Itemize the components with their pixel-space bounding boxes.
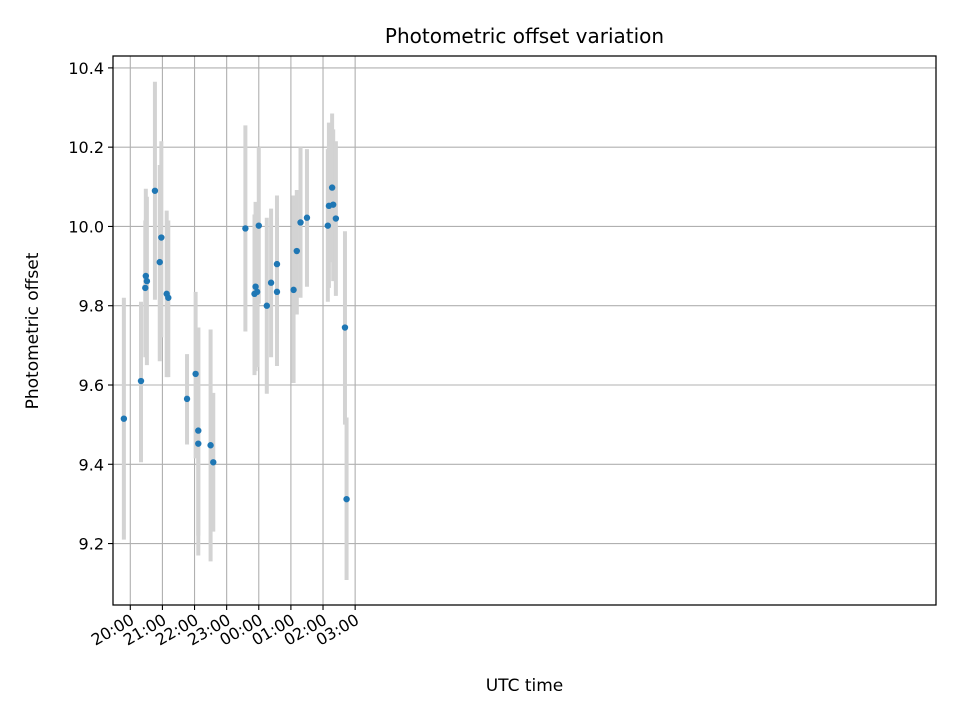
data-point (192, 370, 199, 378)
plot-area-frame (112, 55, 937, 606)
data-point (267, 279, 275, 286)
data-point (142, 284, 149, 292)
data-point (329, 201, 337, 208)
data-point (324, 222, 332, 229)
data-point (195, 440, 202, 447)
data-point (273, 260, 281, 268)
data-point (142, 272, 150, 280)
data-point (151, 187, 159, 194)
data-point (156, 258, 163, 266)
data-point (252, 283, 259, 290)
data-point (207, 442, 214, 449)
data-point (120, 415, 128, 422)
data-point (332, 215, 340, 222)
point-layer (120, 184, 350, 503)
y-tick-label: 9.2 (79, 535, 104, 554)
y-tick-label: 10.0 (68, 217, 104, 236)
data-point (255, 222, 262, 229)
data-point (137, 377, 145, 385)
data-point (158, 234, 165, 241)
y-tick-label: 10.4 (68, 59, 104, 78)
data-point (273, 288, 281, 296)
data-point (242, 225, 249, 232)
data-point (253, 288, 261, 296)
chart-title: Photometric offset variation (385, 24, 664, 48)
data-point (341, 324, 349, 331)
data-point (165, 294, 172, 301)
data-point (143, 277, 151, 285)
y-tick-label: 9.8 (79, 297, 104, 316)
data-point (297, 219, 304, 226)
data-point (183, 395, 191, 403)
y-axis-label: Photometric offset (23, 252, 43, 409)
x-axis-label: UTC time (486, 676, 564, 696)
data-point (210, 459, 217, 466)
data-point (293, 247, 300, 255)
y-axis-ticks: 9.2 9.4 9.6 9.8 10.0 10.2 10.4 (68, 59, 113, 554)
data-point (328, 184, 336, 191)
y-tick-label: 9.4 (79, 455, 104, 474)
data-point (263, 302, 271, 309)
y-tick-label: 9.6 (79, 376, 104, 395)
y-tick-label: 10.2 (68, 138, 104, 157)
data-point (343, 495, 350, 503)
data-point (303, 214, 311, 221)
data-point (290, 286, 297, 294)
data-point (195, 427, 202, 434)
